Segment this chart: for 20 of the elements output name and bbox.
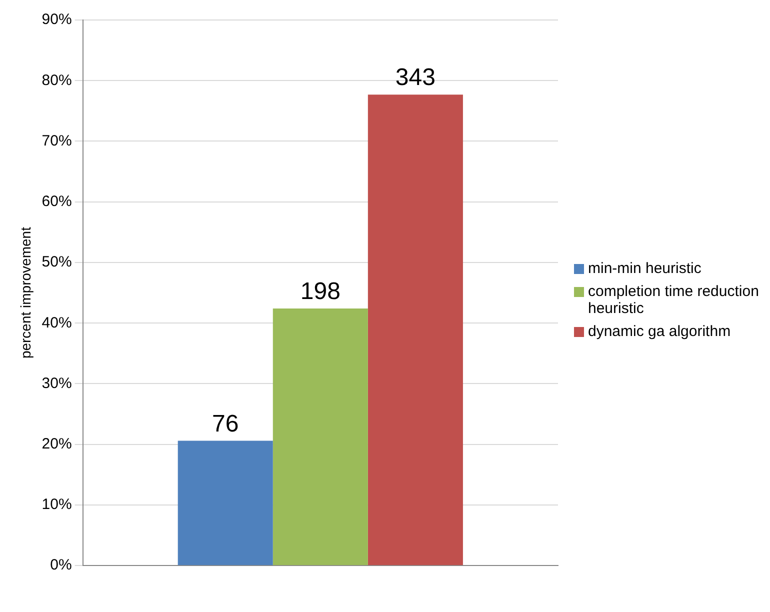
annotation: 198 bbox=[300, 278, 340, 306]
y-tick-label: 70% bbox=[42, 132, 72, 150]
y-tick-label: 10% bbox=[42, 496, 72, 514]
y-tick-label: 60% bbox=[42, 193, 72, 210]
annotation: 343 bbox=[395, 64, 436, 92]
bar bbox=[178, 440, 273, 566]
annotation: 76 bbox=[212, 410, 239, 438]
y-axis-title: percent improvement bbox=[17, 226, 34, 359]
y-tick-label: 20% bbox=[42, 435, 72, 452]
legend-label: min-min heuristic bbox=[588, 260, 702, 277]
legend-label: dynamic ga algorithm bbox=[588, 323, 731, 340]
legend-label: completion time reduction heuristic bbox=[588, 283, 759, 317]
bar bbox=[272, 308, 368, 566]
y-tick-label: 90% bbox=[42, 11, 72, 28]
y-tick-label: 0% bbox=[50, 556, 72, 574]
y-tick-label: 50% bbox=[42, 254, 72, 271]
y-tick-label: 80% bbox=[42, 72, 72, 89]
bar bbox=[368, 94, 463, 566]
y-tick-label: 30% bbox=[42, 374, 72, 392]
y-tick-label: 40% bbox=[42, 314, 72, 332]
